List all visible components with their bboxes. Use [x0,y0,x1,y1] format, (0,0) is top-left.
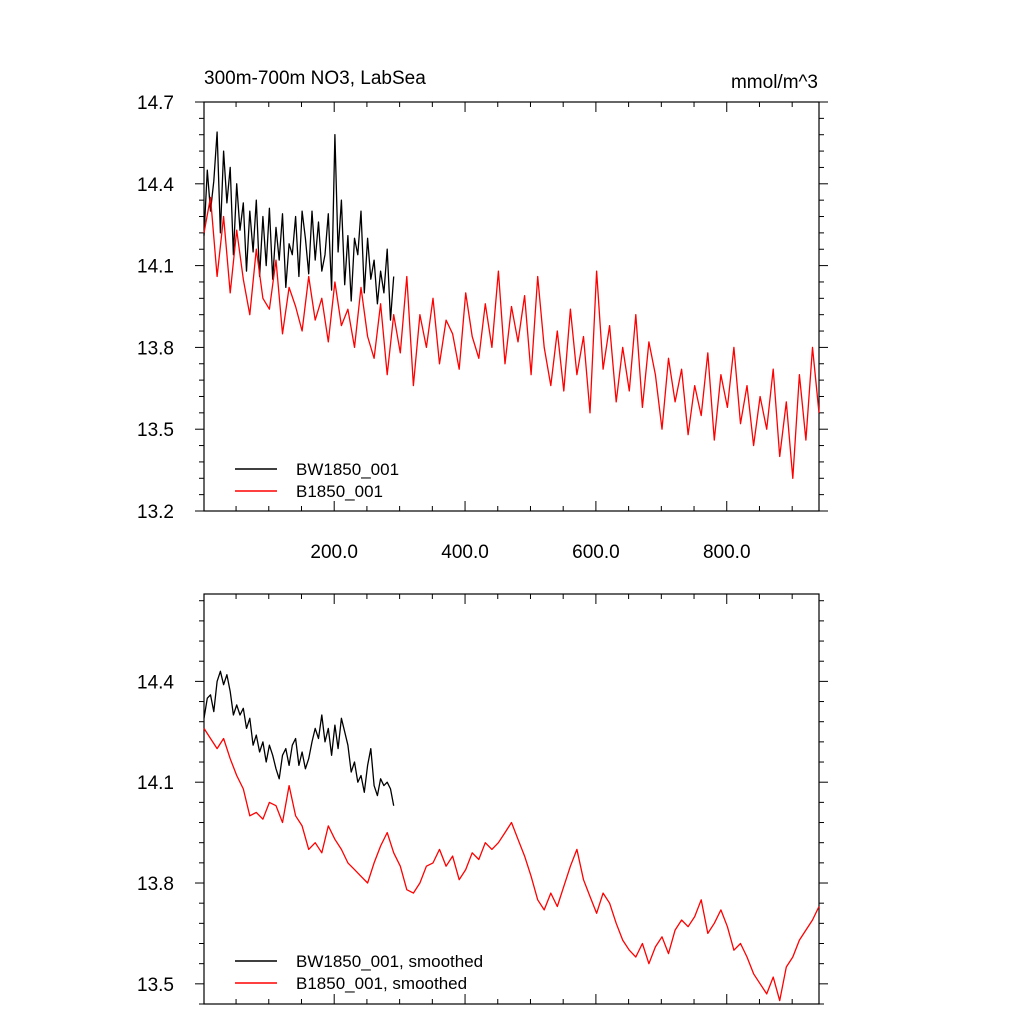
series-line-bw1850 [203,670,395,806]
x-tick-label: 800.0 [703,542,751,563]
legend-label-bw1850-smoothed: BW1850_001, smoothed [296,952,483,971]
y-tick-label: 13.2 [137,502,174,523]
x-tick-label: 600.0 [572,542,620,563]
bottom-ticks: 13.5 13.8 14.1 14.4 [137,594,828,1005]
series-line-bw1850 [203,131,395,321]
y-tick-label: 14.4 [137,672,174,693]
y-tick-label: 14.7 [137,93,174,114]
units-label: mmol/m^3 [731,72,818,93]
y-tick-label: 14.1 [137,773,174,794]
series-line-b1850 [203,728,820,1002]
bottom-plot-frame [203,593,820,1005]
y-tick-label: 13.8 [137,874,174,895]
legend-label-b1850-smoothed: B1850_001, smoothed [296,974,467,993]
chart-title: 300m-700m NO3, LabSea [204,68,426,89]
series-line-b1850 [203,196,820,479]
top-panel: 300m-700m NO3, LabSea mmol/m^3 200.0 400.… [137,68,828,563]
y-tick-label: 13.5 [137,420,174,441]
bottom-panel: 13.5 13.8 14.1 14.4 BW1850_001, smoothed B1… [137,593,828,1005]
bottom-legend: BW1850_001, smoothed B1850_001, smoothed [235,952,483,993]
y-tick-label: 13.5 [137,975,174,996]
top-plot-frame [203,101,820,512]
y-tick-label: 14.1 [137,257,174,278]
x-tick-label: 200.0 [310,542,358,563]
top-ticks: 200.0 400.0 600.0 800.0 13.2 13.5 13.8 14.1 14.4… [137,93,828,563]
x-tick-label: 400.0 [441,542,489,563]
top-series [203,131,820,479]
bottom-series [203,670,820,1002]
legend-label-bw1850: BW1850_001 [296,460,399,479]
top-legend: BW1850_001 B1850_001 [235,460,399,501]
y-tick-label: 13.8 [137,338,174,359]
y-tick-label: 14.4 [137,175,174,196]
legend-label-b1850: B1850_001 [296,482,383,501]
